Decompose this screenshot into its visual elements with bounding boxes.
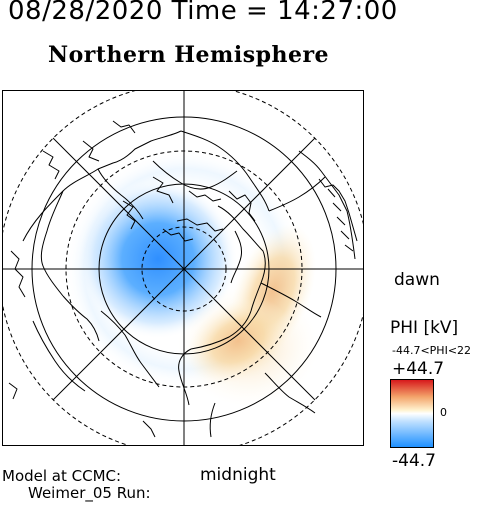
model-label: Model at CCMC:: [2, 467, 122, 485]
datetime-title: 08/28/2020 Time = 14:27:00: [8, 0, 398, 26]
hemisphere-title: Northern Hemisphere: [48, 42, 330, 68]
midnight-label: midnight: [200, 465, 276, 485]
colorbar-min-label: -44.7: [392, 451, 436, 471]
dawn-label: dawn: [394, 270, 440, 290]
polar-projection-map: [3, 91, 363, 445]
run-label: Weimer_05 Run:: [28, 484, 151, 502]
colorbar-max-label: +44.7: [392, 359, 445, 379]
colorbar-range-text: -44.7<PHI<22: [392, 344, 472, 357]
colorbar-title: PHI [kV]: [390, 318, 459, 338]
coastlines: [8, 120, 358, 438]
meridian-lines: [3, 91, 363, 445]
colorbar: [390, 379, 434, 448]
polar-map-frame: [2, 90, 364, 446]
colorbar-zero-label: 0: [440, 406, 447, 419]
